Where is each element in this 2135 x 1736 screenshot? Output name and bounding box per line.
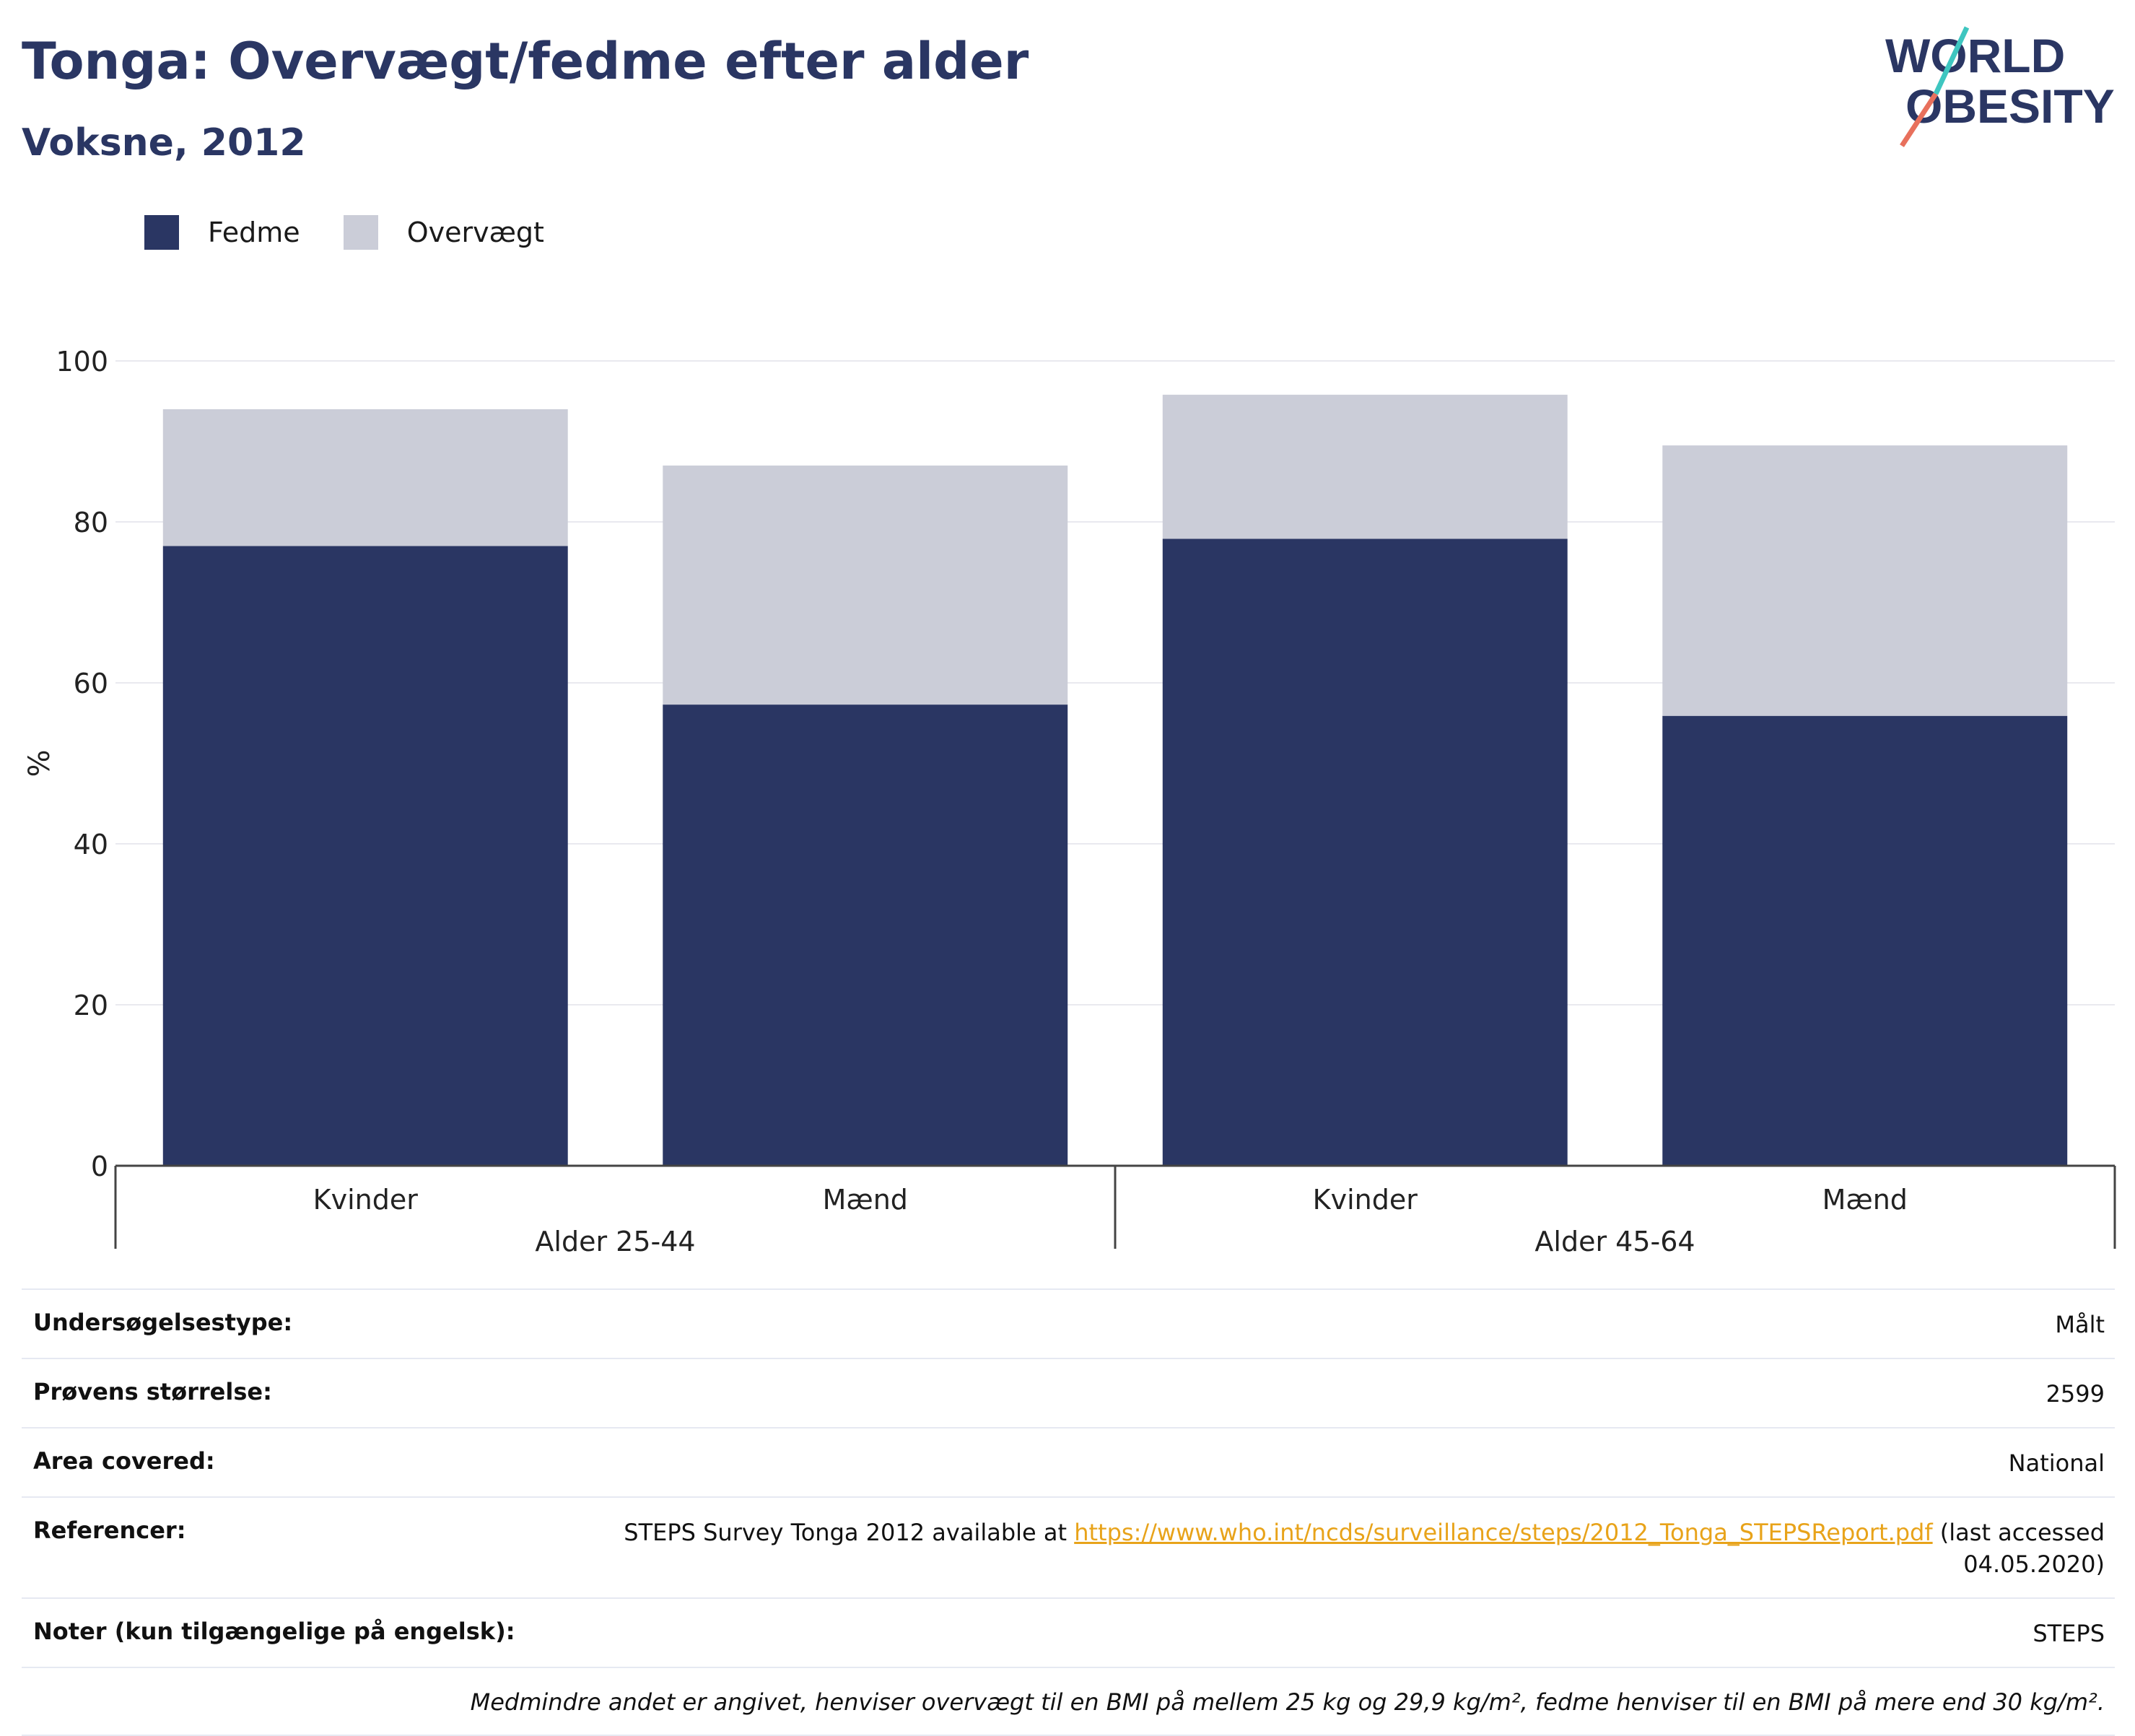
info-row-references: Referencer: STEPS Survey Tonga 2012 avai…	[22, 1496, 2115, 1597]
x-tick-label: Kvinder	[1313, 1184, 1418, 1216]
info-row-notes: Noter (kun tilgængelige på engelsk): STE…	[22, 1597, 2115, 1667]
group-label: Alder 25-44	[535, 1226, 695, 1257]
info-key: Prøvens størrelse:	[33, 1378, 272, 1405]
bar-fedme	[162, 546, 568, 1166]
legend-swatch-fedme	[144, 215, 179, 250]
stacked-bar-chart: 0 20 40 60 80 100% Kvinder Mænd Kvinder Mænd Alder…	[23, 346, 2116, 1257]
y-tick-label: 80	[74, 507, 108, 538]
chart-subtitle: Voksne, 2012	[22, 121, 306, 165]
y-tick-label: 0	[91, 1151, 108, 1182]
chart-title: Tonga: Overvægt/fedme efter alder	[22, 32, 1029, 91]
group-label: Alder 45-64	[1534, 1226, 1695, 1257]
x-tick-label: Mænd	[823, 1184, 908, 1216]
legend-label-overvaegt: Overvægt	[406, 217, 544, 248]
legend-item-fedme[interactable]: Fedme	[144, 215, 300, 250]
world-obesity-logo: WORLD OBESITY	[1885, 26, 2115, 147]
footnote: Medmindre andet er angivet, henviser ove…	[22, 1667, 2115, 1736]
y-axis-label: %	[23, 749, 56, 777]
info-value: STEPS	[2033, 1620, 2105, 1647]
bar-overvægt	[1162, 394, 1568, 539]
x-tick-label: Kvinder	[313, 1184, 419, 1216]
bar-overvægt	[1662, 445, 2068, 716]
chart-legend: Fedme Overvægt	[144, 211, 588, 254]
info-key: Referencer:	[33, 1517, 186, 1544]
bar-overvægt	[663, 465, 1068, 705]
info-row-sample-size: Prøvens størrelse: 2599	[22, 1358, 2115, 1427]
bar-fedme	[1162, 538, 1568, 1166]
info-value: Målt	[2055, 1311, 2105, 1338]
bar-fedme	[1662, 715, 2068, 1166]
y-tick-label: 60	[74, 668, 108, 699]
info-value: National	[2008, 1449, 2105, 1477]
survey-info-table: Undersøgelsestype: Målt Prøvens størrels…	[22, 1288, 2115, 1736]
info-key: Undersøgelsestype:	[33, 1309, 293, 1336]
info-row-survey-type: Undersøgelsestype: Målt	[22, 1288, 2115, 1358]
info-key: Area covered:	[33, 1447, 215, 1475]
legend-item-overvaegt[interactable]: Overvægt	[343, 215, 544, 250]
x-tick-label: Mænd	[1822, 1184, 1908, 1216]
bar-overvægt	[162, 409, 568, 546]
logo-slash-teal	[1933, 26, 1970, 95]
info-row-area-covered: Area covered: National	[22, 1427, 2115, 1496]
info-key: Noter (kun tilgængelige på engelsk):	[33, 1618, 515, 1645]
reference-link[interactable]: https://www.who.int/ncds/surveillance/st…	[1074, 1519, 1933, 1546]
y-tick-label: 40	[74, 829, 108, 860]
legend-swatch-overvaegt	[343, 215, 378, 250]
reference-text: STEPS Survey Tonga 2012 available at	[624, 1519, 1068, 1546]
info-value: 2599	[2046, 1380, 2105, 1408]
reference-suffix: (last accessed 04.05.2020)	[1939, 1519, 2105, 1578]
info-value: STEPS Survey Tonga 2012 available at htt…	[538, 1517, 2105, 1580]
logo-line-1: WORLD	[1885, 29, 2065, 82]
legend-label-fedme: Fedme	[208, 217, 300, 248]
y-tick-label: 20	[74, 990, 108, 1021]
y-tick-label: 100	[56, 346, 108, 378]
bar-fedme	[663, 705, 1068, 1166]
logo-slash-red	[1900, 92, 1938, 147]
